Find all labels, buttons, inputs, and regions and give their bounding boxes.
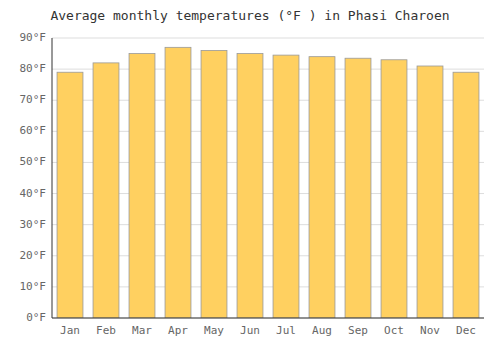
y-tick-label: 90°F xyxy=(20,31,47,44)
x-tick-label: Jul xyxy=(276,324,296,337)
title: Average monthly temperatures (°F ) in Ph… xyxy=(50,8,449,23)
bar xyxy=(129,54,155,318)
bar xyxy=(237,54,263,318)
bar xyxy=(345,58,371,318)
bar xyxy=(201,50,227,318)
bar xyxy=(381,60,407,318)
y-tick-label: 10°F xyxy=(20,280,47,293)
y-tick-label: 70°F xyxy=(20,93,47,106)
bar xyxy=(165,47,191,318)
bar xyxy=(93,63,119,318)
grid-line xyxy=(52,38,484,39)
x-tick-label: Oct xyxy=(384,324,404,337)
x-axis-line xyxy=(52,318,484,319)
y-tick-label: 60°F xyxy=(20,124,47,137)
y-tick-label: 0°F xyxy=(26,311,46,324)
x-tick-label: Sep xyxy=(348,324,368,337)
x-tick-label: Feb xyxy=(96,324,116,337)
bars xyxy=(57,47,479,318)
y-tick-label: 50°F xyxy=(20,155,47,168)
x-tick-label: Mar xyxy=(132,324,152,337)
y-tick-label: 40°F xyxy=(20,187,47,200)
bar xyxy=(453,72,479,318)
x-tick-label: May xyxy=(204,324,224,337)
bar xyxy=(309,57,335,318)
y-tick-label: 80°F xyxy=(20,62,47,75)
x-tick-label: Jan xyxy=(60,324,80,337)
x-tick-label: Apr xyxy=(168,324,188,337)
y-tick-label: 20°F xyxy=(20,249,47,262)
bar xyxy=(417,66,443,318)
grid-line xyxy=(52,318,484,319)
x-tick-label: Jun xyxy=(240,324,260,337)
chart-svg: 0°F 10°F 20°F 30°F 40°F 50°F 60°F 70°F 80°F 90°F J… xyxy=(0,0,500,350)
x-tick-label: Dec xyxy=(456,324,476,337)
y-axis-line xyxy=(52,38,53,318)
bar xyxy=(273,55,299,318)
chart-container: 0°F 10°F 20°F 30°F 40°F 50°F 60°F 70°F 80°F 90°F J… xyxy=(0,0,500,350)
x-tick-label: Nov xyxy=(420,324,440,337)
bar xyxy=(57,72,83,318)
y-tick-label: 30°F xyxy=(20,218,47,231)
x-tick-label: Aug xyxy=(312,324,332,337)
